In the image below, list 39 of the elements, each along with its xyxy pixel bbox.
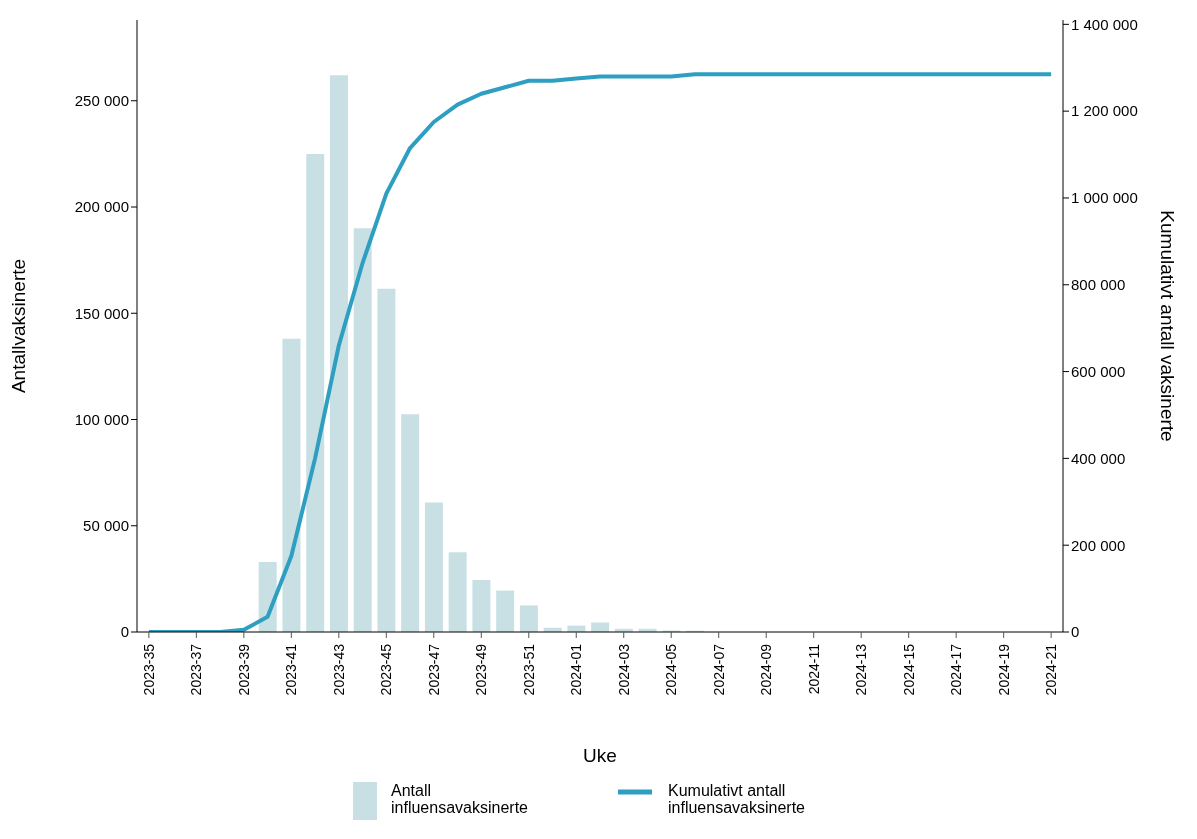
x-tick-label: 2023-39 [235,643,252,696]
legend-label: Antall influensavaksinerte [391,782,529,816]
x-tick-label: 2024-01 [568,643,585,696]
y2-tick-label: 400 000 [1071,449,1126,467]
x-tick-label: 2024-19 [995,643,1012,696]
y-axis-title: Antallvaksinerte [7,258,29,394]
y2-tick-label: 1 400 000 [1071,15,1138,33]
y2-tick-label: 600 000 [1071,362,1126,380]
x-tick-label: 2023-43 [330,643,347,696]
x-tick-label: 2024-17 [948,643,965,696]
y-tick-label: 100 000 [74,410,129,428]
x-tick-label: 2024-21 [1043,643,1060,696]
y2-tick-label: 800 000 [1071,276,1126,294]
x-tick-label: 2023-45 [378,643,395,696]
y-tick-label: 200 000 [74,198,129,216]
y2-tick-label: 1 000 000 [1071,189,1138,207]
x-tick-label: 2024-15 [900,643,917,696]
x-tick-label: 2023-41 [283,643,300,696]
x-tick-label: 2024-13 [853,643,870,696]
x-tick-label: 2023-47 [425,643,442,696]
x-tick-label: 2024-11 [805,643,822,695]
x-axis-title: Uke [583,745,617,766]
y-tick-label: 250 000 [74,92,129,110]
y2-tick-label: 200 000 [1071,536,1126,554]
x-tick-label: 2023-51 [520,643,537,696]
x-tick-label: 2023-49 [473,643,490,696]
x-tick-label: 2024-09 [758,643,775,696]
y-tick-label: 0 [120,623,129,641]
y-tick-label: 150 000 [74,304,129,322]
x-tick-label: 2024-05 [663,643,680,696]
y2-axis-title: Kumulativt antall vaksinerte [1157,210,1179,442]
legend-label: Kumulativt antall influensavaksinerte [668,782,806,816]
x-tick-label: 2024-07 [710,643,727,696]
y2-tick-label: 1 200 000 [1071,102,1138,120]
y2-tick-label: 0 [1071,623,1080,641]
x-tick-label: 2023-35 [140,643,157,696]
x-tick-label: 2024-03 [615,643,632,696]
x-tick-label: 2023-37 [188,643,205,696]
y-tick-label: 50 000 [83,517,129,535]
